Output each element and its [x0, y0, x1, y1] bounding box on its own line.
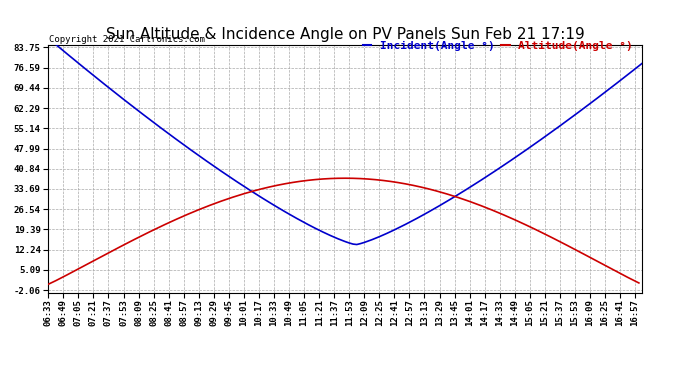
Title: Sun Altitude & Incidence Angle on PV Panels Sun Feb 21 17:19: Sun Altitude & Incidence Angle on PV Pan…	[106, 27, 584, 42]
Text: Copyright 2021 Cartronics.com: Copyright 2021 Cartronics.com	[50, 35, 206, 44]
Legend: Incident(Angle °), Altitude(Angle °): Incident(Angle °), Altitude(Angle °)	[362, 40, 633, 51]
